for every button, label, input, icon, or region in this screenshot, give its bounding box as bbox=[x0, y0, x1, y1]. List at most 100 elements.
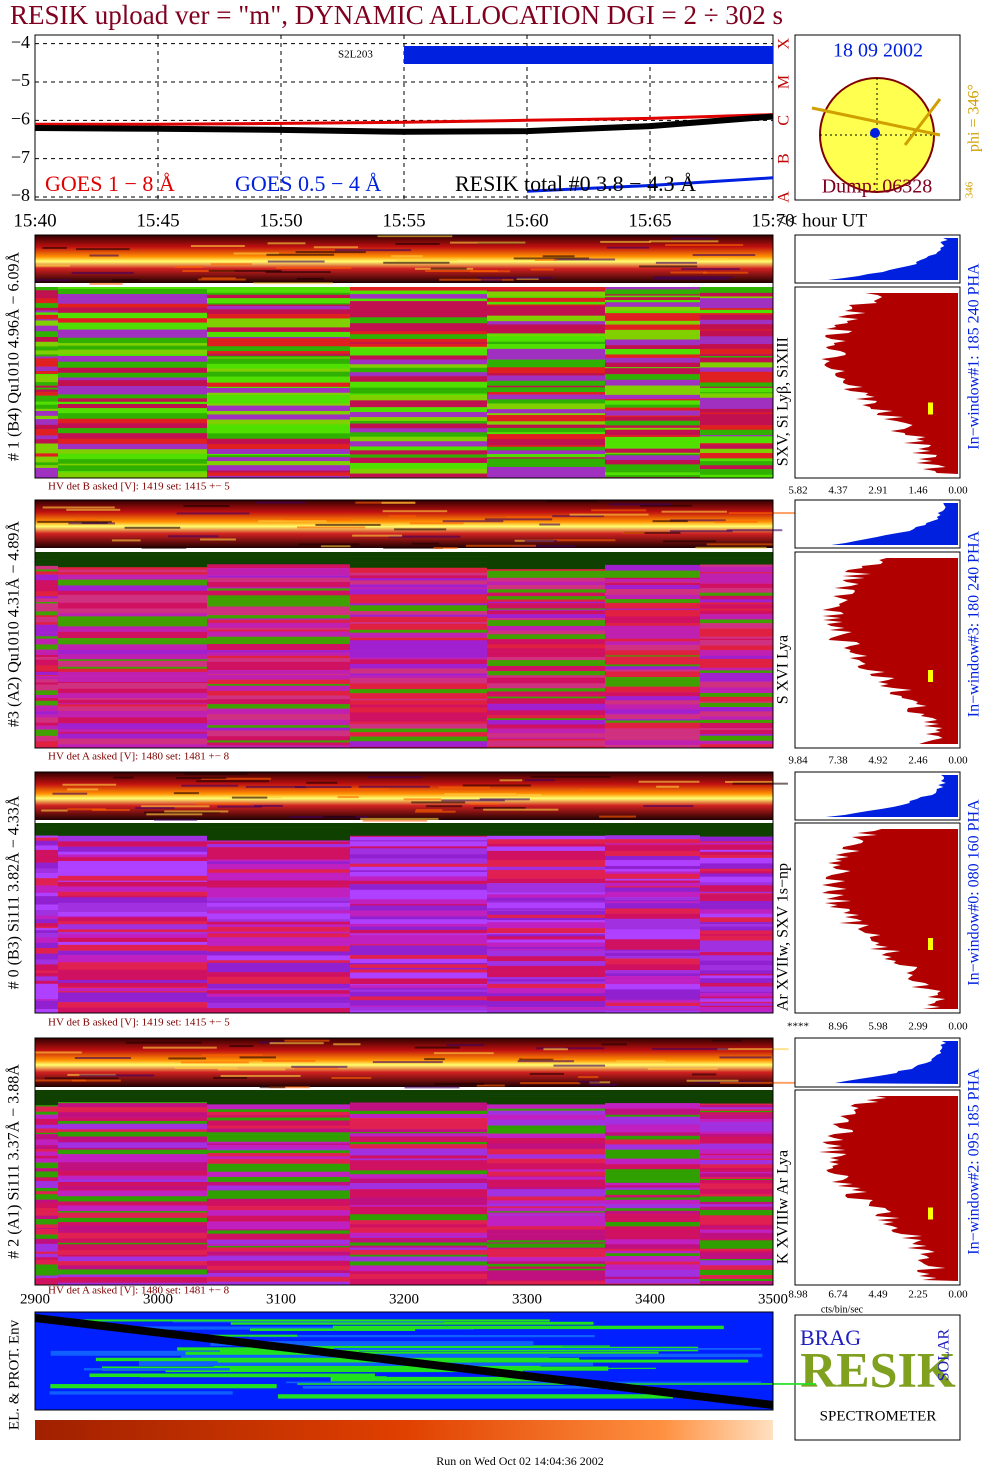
spectrogram-row bbox=[35, 1106, 58, 1112]
spectrogram-row bbox=[700, 573, 773, 580]
strip-texture bbox=[536, 1047, 605, 1050]
spectrogram-row bbox=[35, 287, 58, 291]
spectrogram-row bbox=[58, 459, 207, 465]
strip bbox=[35, 500, 773, 548]
spectrogram-row bbox=[700, 1002, 773, 1005]
strip-texture bbox=[732, 782, 788, 785]
spectrogram-row bbox=[207, 392, 350, 396]
spectrogram-row bbox=[605, 1187, 700, 1191]
spectrogram-row bbox=[58, 1274, 207, 1278]
hist-tick-label: 7.38 bbox=[828, 755, 848, 767]
spectrogram-row bbox=[35, 1215, 58, 1220]
spectrogram-row bbox=[207, 1097, 350, 1102]
spectrogram-row bbox=[605, 1189, 700, 1196]
spectrogram-row bbox=[350, 616, 487, 623]
spectrogram-row bbox=[700, 1158, 773, 1161]
spectrogram-row bbox=[350, 313, 487, 318]
spectrogram-row bbox=[605, 436, 700, 442]
spectrogram-row bbox=[35, 964, 58, 971]
strip-texture bbox=[553, 539, 616, 542]
spectrogram-row bbox=[350, 876, 487, 882]
spectrogram-row bbox=[700, 1250, 773, 1254]
spectrogram-row bbox=[605, 475, 700, 478]
spectrogram-row bbox=[35, 307, 58, 311]
hist-tick-label: 1.46 bbox=[908, 485, 928, 497]
spectrogram-row bbox=[58, 394, 207, 399]
spectrogram-row bbox=[207, 990, 350, 995]
spectrogram-row bbox=[487, 620, 605, 625]
spectrogram-row bbox=[207, 575, 350, 578]
spectrogram-row bbox=[58, 587, 207, 592]
spectrogram-row bbox=[487, 1007, 605, 1011]
spectrogram-row bbox=[487, 908, 605, 910]
spectrogram-row bbox=[605, 1002, 700, 1007]
spectrogram-row bbox=[58, 1242, 207, 1245]
panel-label: # 2 (A1) Si111 3.37Å − 3.88Å bbox=[5, 1064, 23, 1259]
spectrogram-row bbox=[700, 841, 773, 844]
spectrogram-row bbox=[350, 1164, 487, 1171]
spectrogram-row bbox=[35, 1134, 58, 1140]
spectrogram-row bbox=[605, 1208, 700, 1212]
spectrogram-row bbox=[207, 1150, 350, 1154]
spectrogram-row bbox=[605, 1090, 700, 1095]
spectrogram-row bbox=[700, 336, 773, 342]
spectrogram-row bbox=[58, 404, 207, 409]
spectrogram-row bbox=[350, 407, 487, 413]
spectrogram-row bbox=[487, 585, 605, 590]
spectrogram-row bbox=[58, 897, 207, 904]
spectrogram-row bbox=[487, 1211, 605, 1213]
spectrogram-row bbox=[207, 403, 350, 406]
spectrogram-row bbox=[605, 294, 700, 296]
spectrogram-row bbox=[605, 1245, 700, 1250]
spectrogram-row bbox=[605, 398, 700, 401]
spectrogram-row bbox=[35, 415, 58, 420]
spectrogram-row bbox=[700, 566, 773, 573]
spectrogram-row bbox=[58, 325, 207, 330]
spectrogram-row bbox=[350, 372, 487, 377]
spectrogram-row bbox=[35, 375, 58, 381]
spectrogram-row bbox=[700, 702, 773, 708]
spectrogram-row bbox=[487, 996, 605, 1002]
spectrogram-row bbox=[605, 609, 700, 614]
spectrogram-row bbox=[350, 343, 487, 348]
strip-texture bbox=[111, 539, 141, 542]
spectrogram-row bbox=[58, 638, 207, 640]
spectrogram-row bbox=[605, 696, 700, 701]
spectrogram-row bbox=[700, 924, 773, 928]
spectrogram-row bbox=[487, 648, 605, 652]
spectrogram-row bbox=[207, 1000, 350, 1004]
hist-tick-label: 0.00 bbox=[948, 755, 968, 767]
spectrogram-row bbox=[605, 1264, 700, 1271]
strip-texture bbox=[653, 276, 733, 279]
spectrogram-row bbox=[605, 1009, 700, 1012]
spectrogram-row bbox=[700, 973, 773, 976]
bottom-x-tick: 3500 bbox=[758, 1291, 788, 1307]
class-label: X bbox=[776, 37, 793, 49]
spectrogram-row bbox=[58, 453, 207, 460]
strip-texture bbox=[320, 545, 351, 548]
spectrogram-row bbox=[350, 462, 487, 470]
spectrogram-row bbox=[350, 623, 487, 631]
spectrogram-row bbox=[350, 436, 487, 442]
spectrogram-row bbox=[207, 1148, 350, 1151]
strip-texture bbox=[164, 810, 229, 813]
spectrogram-row bbox=[487, 445, 605, 448]
spectrogram-row bbox=[207, 863, 350, 870]
strip-texture bbox=[469, 802, 499, 805]
spectrogram-row bbox=[700, 899, 773, 902]
spectrogram-row bbox=[487, 1110, 605, 1115]
spectrogram-row bbox=[350, 693, 487, 700]
hist-tick-label: 0.00 bbox=[948, 1289, 968, 1301]
spectrogram-row bbox=[700, 623, 773, 629]
spectrogram-row bbox=[35, 1151, 58, 1157]
spectrogram-row bbox=[700, 1232, 773, 1239]
spectrogram-row bbox=[487, 948, 605, 951]
spectrogram-row bbox=[350, 823, 487, 827]
strip-texture bbox=[231, 796, 268, 799]
spectrogram-row bbox=[700, 619, 773, 624]
spectrogram-row bbox=[350, 678, 487, 684]
strip-texture bbox=[294, 1067, 339, 1070]
spectrogram-row bbox=[700, 578, 773, 584]
spectrogram-row bbox=[35, 845, 58, 851]
spectrogram-row bbox=[207, 727, 350, 731]
